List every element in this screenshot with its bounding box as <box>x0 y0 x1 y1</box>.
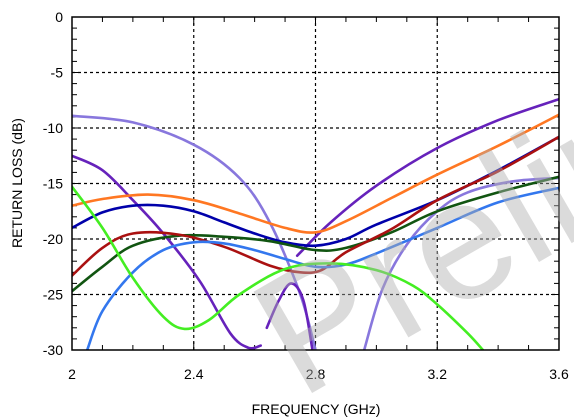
x-tick-labels: 2 2.4 2.8 3.2 3.6 <box>68 366 569 382</box>
x-axis-label: FREQUENCY (GHz) <box>252 401 381 417</box>
y-tick-label: -20 <box>43 231 63 247</box>
x-tick-label: 2.4 <box>184 366 204 382</box>
y-axis-label: RETURN LOSS (dB) <box>9 118 25 248</box>
series-line-3 <box>72 154 262 350</box>
plot-frame <box>71 16 560 351</box>
y-tick-label: -5 <box>51 65 64 81</box>
grid-lines <box>72 17 559 350</box>
y-tick-labels: 0 -5 -10 -15 -20 -25 -30 <box>43 9 63 358</box>
series-line-11 <box>72 185 485 350</box>
y-tick-label: -30 <box>43 342 63 358</box>
y-tick-label: -25 <box>43 287 63 303</box>
series-line-8 <box>72 175 559 293</box>
series-line-10 <box>85 186 559 350</box>
y-tick-label: 0 <box>55 9 63 25</box>
watermark-text: Prelim <box>224 27 574 419</box>
x-tick-label: 3.2 <box>428 366 448 382</box>
series-line-4 <box>265 282 314 350</box>
y-tick-label: -15 <box>43 176 63 192</box>
x-tick-label: 3.6 <box>549 366 569 382</box>
series-line-6 <box>72 113 559 234</box>
y-tick-label: -10 <box>43 120 63 136</box>
series-line-5 <box>295 97 559 257</box>
series-lines <box>72 97 559 350</box>
x-tick-label: 2.8 <box>306 366 326 382</box>
x-tick-label: 2 <box>68 366 76 382</box>
series-line-9 <box>72 135 559 277</box>
